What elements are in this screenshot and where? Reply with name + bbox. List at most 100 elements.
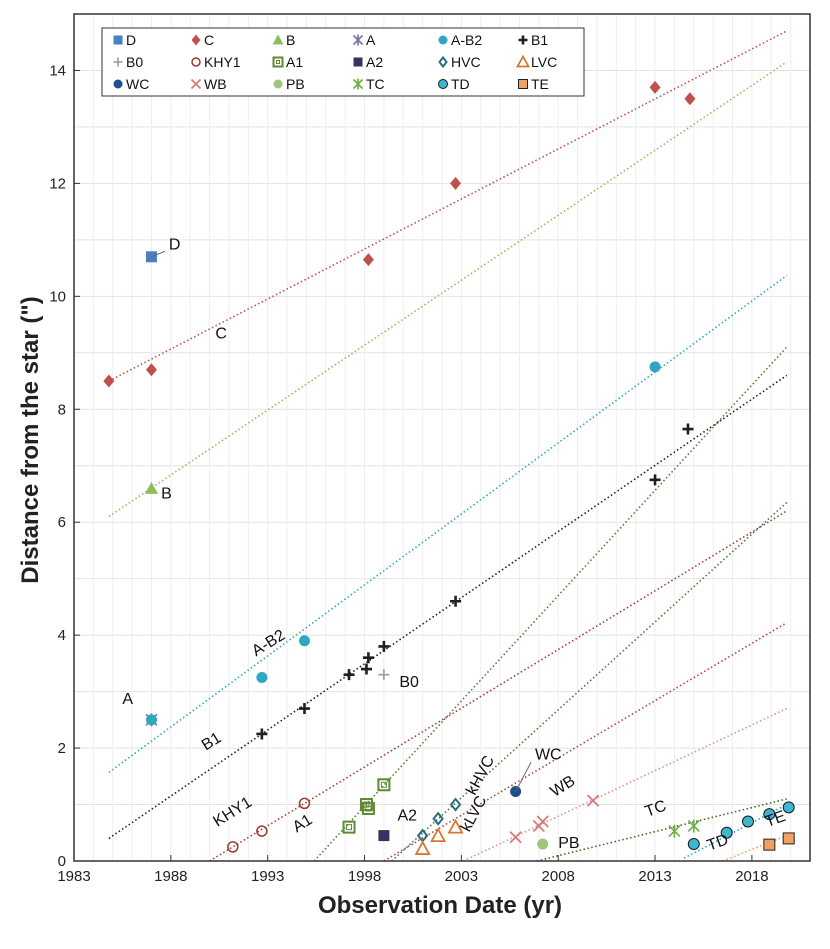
point-td (687, 838, 700, 851)
legend-marker (438, 55, 448, 69)
point-c (362, 253, 374, 267)
annotation-label: A2 (397, 807, 417, 824)
point-b1 (298, 703, 310, 715)
point-b1 (362, 652, 374, 664)
legend-label: A1 (286, 54, 303, 70)
legend-label: B0 (126, 54, 143, 70)
legend-label: D (126, 32, 136, 48)
y-tick-label: 14 (49, 62, 66, 79)
point-b0 (378, 669, 390, 681)
point-te (782, 832, 795, 845)
point-td (720, 826, 733, 839)
legend-marker (352, 34, 364, 46)
y-tick-label: 0 (58, 853, 66, 870)
point-b1 (682, 423, 694, 435)
legend-item-b0: B0 (113, 54, 143, 70)
y-axis-title: Distance from the star (") (17, 296, 44, 583)
point-lvc (414, 840, 431, 855)
point-b1 (450, 595, 462, 607)
point-tc (668, 824, 681, 838)
axis-ticks: 0 2 4 6 8 10 12 14 1983 1988 1993 1998 2003 2008 2013 2… (49, 62, 768, 885)
legend-item-wb: WB (190, 76, 227, 92)
point-c (103, 374, 115, 388)
y-tick-label: 10 (49, 288, 66, 305)
point-c (145, 363, 157, 377)
legend-item-a: A (352, 32, 376, 48)
legend-label: C (204, 32, 214, 48)
annotation-label: B0 (399, 674, 419, 691)
legend-item-hvc: HVC (438, 54, 481, 70)
legend-marker (438, 35, 448, 45)
point-td (782, 801, 795, 814)
trendline (209, 510, 788, 862)
annotation-label: C (215, 326, 227, 343)
point-ab2 (145, 714, 157, 726)
point-lvc (430, 827, 447, 842)
y-tick-label: 6 (58, 514, 66, 531)
point-khy1 (227, 841, 239, 853)
point-tc (687, 819, 700, 833)
legend-item-wc: WC (113, 76, 149, 92)
trendline (722, 834, 788, 862)
legend-marker (272, 34, 284, 45)
point-b1 (256, 728, 268, 740)
point-ab2 (298, 635, 310, 647)
legend-marker (353, 57, 363, 67)
legend-marker (515, 54, 531, 68)
trendline (108, 374, 788, 840)
annotation-leader (151, 250, 166, 258)
legend-marker (113, 57, 123, 67)
point-khy1 (256, 825, 268, 837)
legend-item-lvc: LVC (515, 54, 557, 70)
annotation-label: TD (705, 831, 731, 854)
legend-marker (113, 79, 123, 89)
legend-label: A-B2 (451, 32, 482, 48)
point-c (450, 176, 462, 190)
legend-label: TE (531, 76, 549, 92)
annotation-label: B (161, 485, 172, 502)
legend-item-ab2: A-B2 (438, 32, 482, 48)
legend-item-b: B (272, 32, 295, 48)
point-wb (509, 831, 522, 844)
legend-label: LVC (531, 54, 557, 70)
point-b1 (360, 663, 372, 675)
x-tick-label: 1983 (57, 868, 90, 885)
legend-item-khy1: KHY1 (191, 54, 241, 70)
point-ab2 (649, 361, 661, 373)
annotation-label: TC (643, 797, 669, 820)
legend-marker (113, 35, 123, 45)
point-khy1 (298, 797, 311, 810)
legend-item-td: TD (438, 76, 470, 92)
legend-marker (191, 57, 201, 67)
y-tick-label: 2 (58, 740, 66, 757)
point-pb (537, 838, 549, 850)
legend-label: WB (204, 76, 227, 92)
annotation-label: WC (535, 746, 562, 763)
legend-marker (518, 79, 528, 89)
legend: D C B A A-B2 B1 B0 KHY1 A1 A2 HVC LVC WC WB PB TC TD TE (101, 27, 585, 97)
legend-item-d: D (113, 32, 136, 48)
x-tick-label: 2008 (542, 868, 575, 885)
x-tick-label: 1988 (154, 868, 187, 885)
y-tick-label: 8 (58, 401, 66, 418)
point-c (649, 80, 661, 94)
annotation-label: PB (558, 835, 579, 852)
trendline (108, 61, 788, 518)
x-tick-label: 1998 (348, 868, 381, 885)
point-wb (586, 794, 600, 807)
point-b (144, 481, 158, 494)
legend-label: A2 (366, 54, 383, 70)
point-te (763, 838, 776, 851)
legend-marker (438, 79, 448, 89)
x-tick-label: 2013 (638, 868, 671, 885)
legend-marker (518, 35, 528, 45)
point-b1 (378, 640, 390, 652)
y-tick-label: 12 (49, 175, 66, 192)
legend-label: WC (126, 76, 149, 92)
y-tick-label: 4 (58, 627, 66, 644)
legend-marker (190, 78, 202, 90)
legend-label: TD (451, 76, 470, 92)
point-td (763, 808, 776, 821)
x-tick-label: 2003 (445, 868, 478, 885)
legend-item-a1: A1 (272, 54, 303, 70)
